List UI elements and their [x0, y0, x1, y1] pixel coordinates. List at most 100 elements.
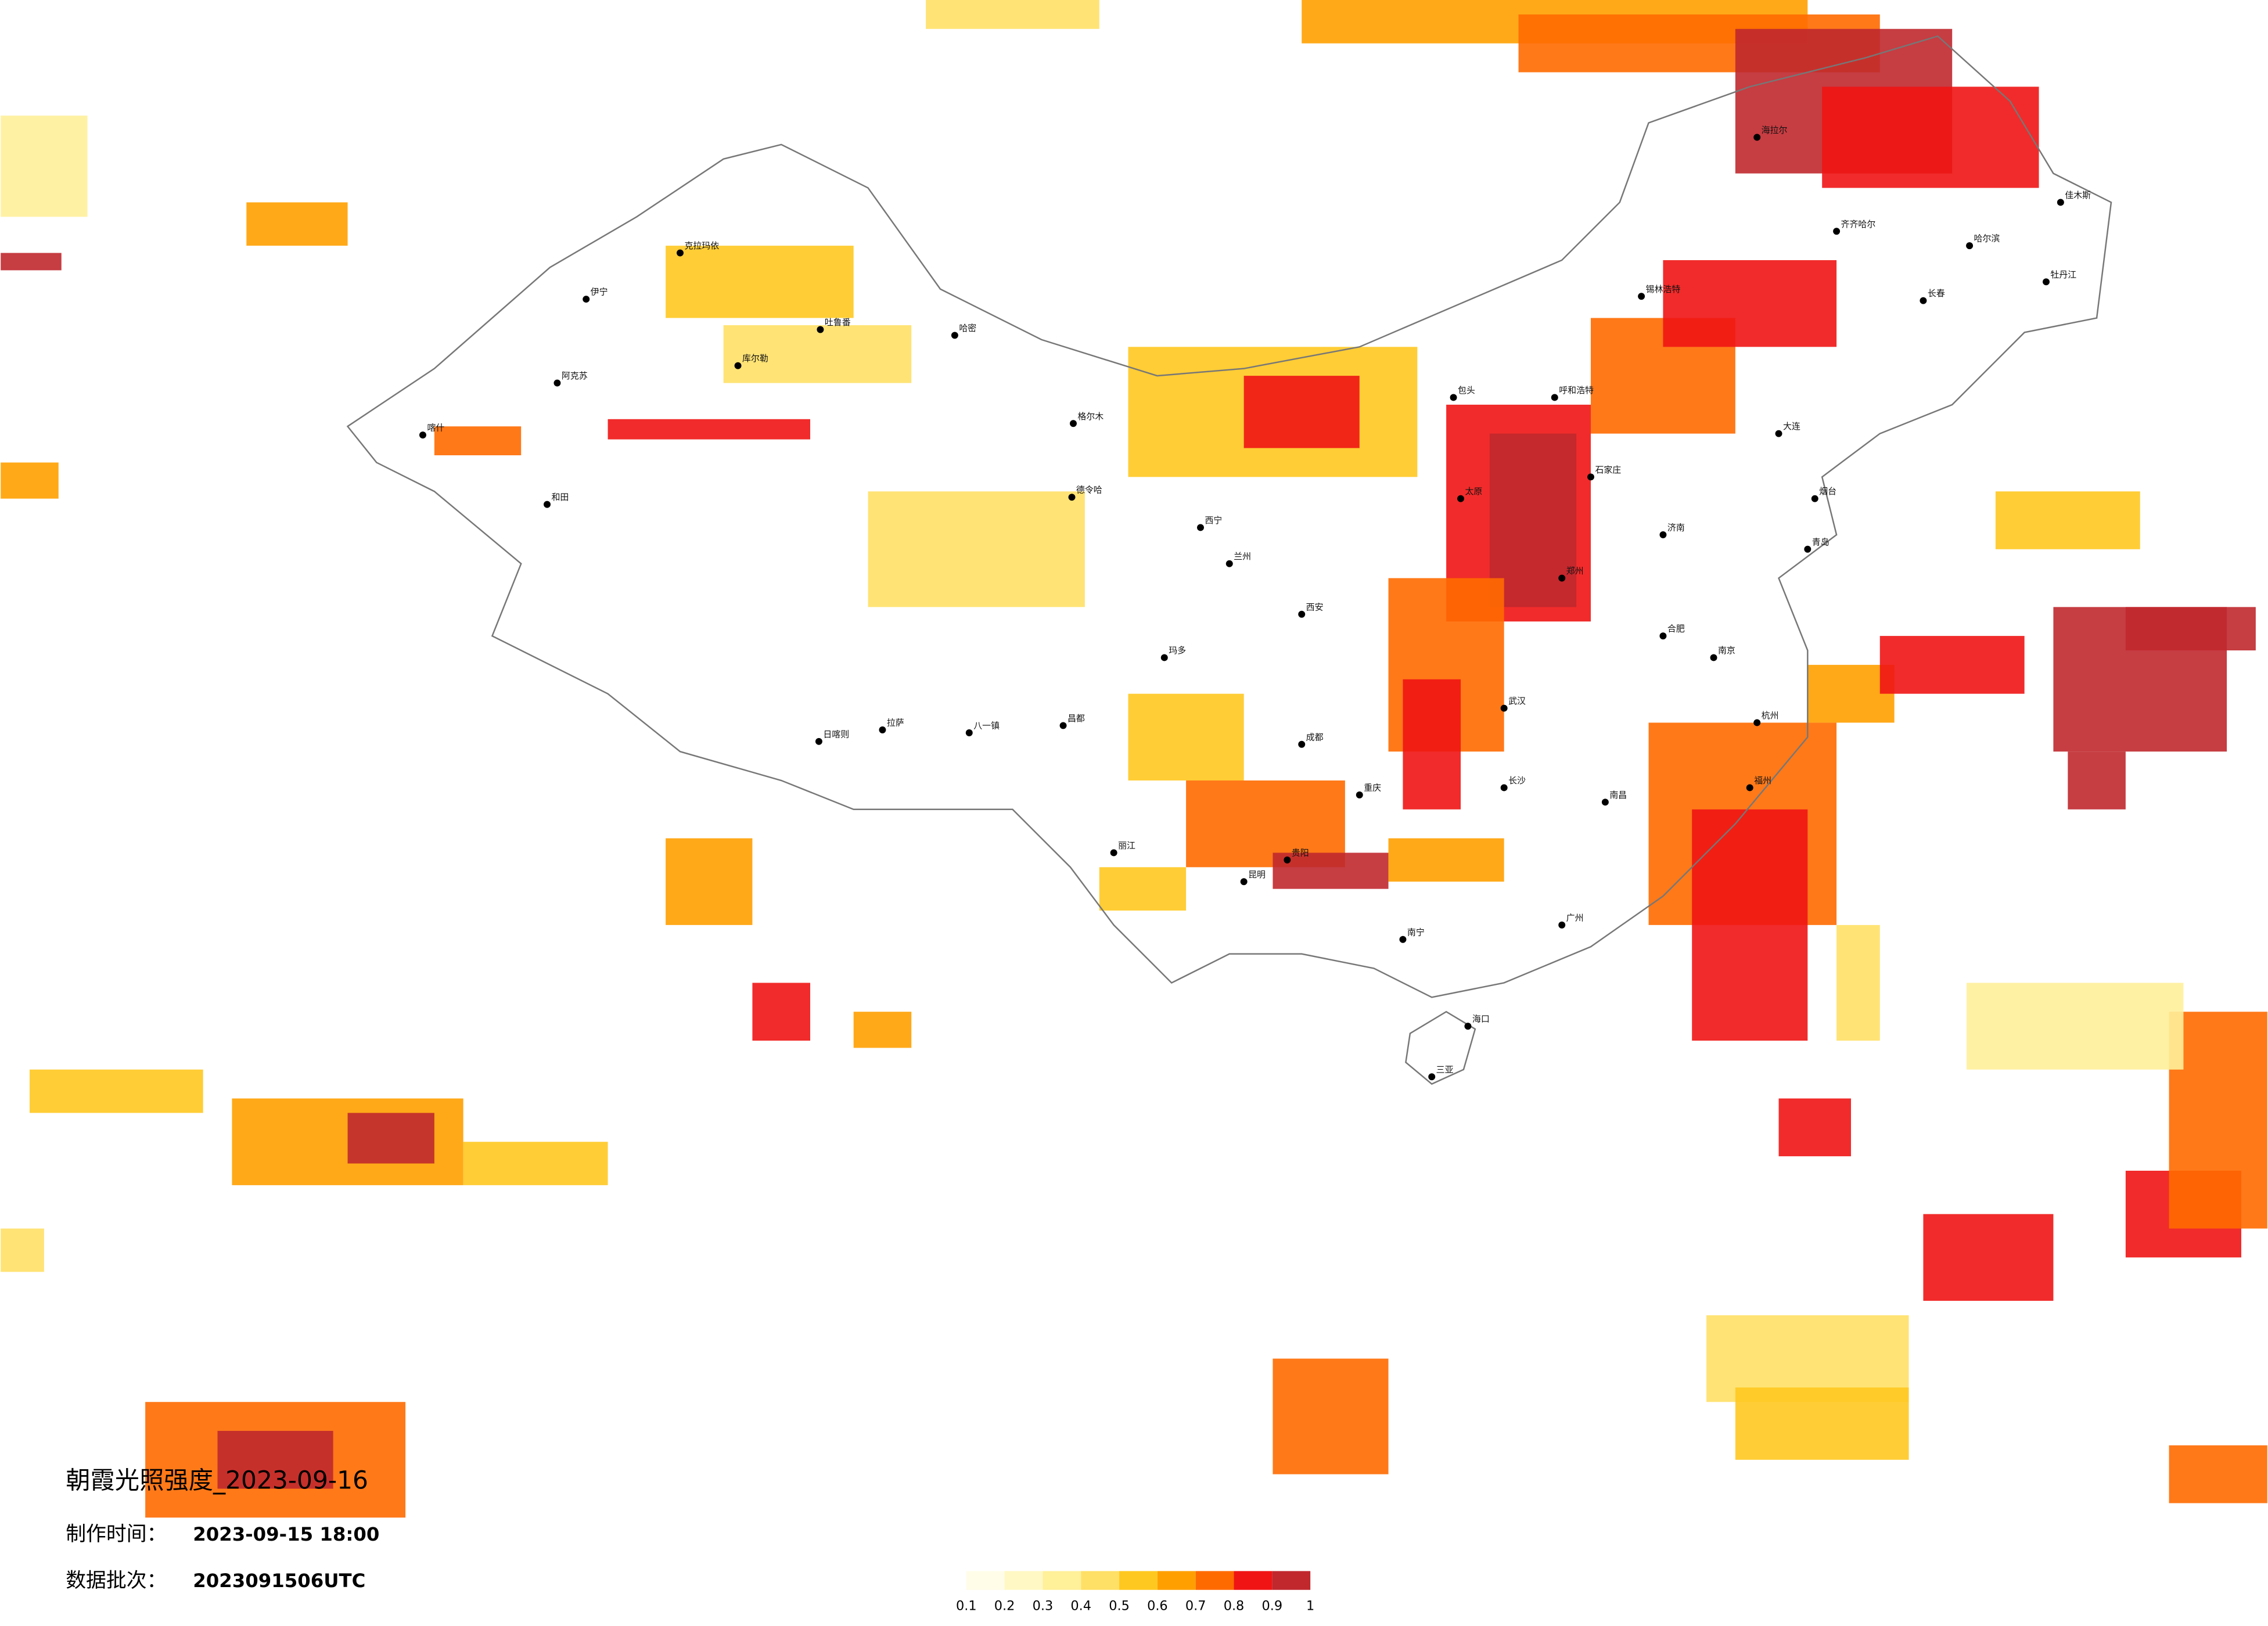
city-label: 兰州	[1234, 551, 1251, 562]
city-label: 哈尔滨	[1974, 233, 2000, 244]
city-dot	[553, 379, 561, 387]
city-dot	[1920, 297, 1927, 304]
city-label: 南昌	[1609, 790, 1627, 800]
city-label: 郑州	[1566, 566, 1584, 576]
city-dot	[1753, 134, 1761, 141]
colorbar-tick-label: 0.2	[994, 1599, 1015, 1614]
city-dot	[2043, 278, 2050, 286]
heat-patch	[1273, 1358, 1389, 1474]
city-dot	[1069, 420, 1077, 427]
city-dot	[1500, 784, 1508, 792]
colorbar-swatch	[1004, 1571, 1043, 1590]
city-dot	[1298, 740, 1306, 748]
city-label: 吐鲁番	[825, 317, 851, 328]
heat-patch	[926, 0, 1099, 29]
country-outline	[346, 35, 2112, 998]
colorbar-tick-label: 0.6	[1147, 1599, 1168, 1614]
city-label: 喀什	[427, 423, 444, 433]
city-label: 昌都	[1067, 713, 1085, 724]
colorbar-swatch	[1272, 1571, 1311, 1590]
city-label: 牡丹江	[2050, 269, 2076, 280]
city-dot	[1450, 394, 1457, 401]
heat-patch	[1388, 838, 1504, 882]
city-label: 长春	[1928, 288, 1945, 298]
city-label: 库尔勒	[742, 353, 768, 364]
map-title: 朝霞光照强度_2023-09-16	[66, 1466, 368, 1495]
city-dot	[1558, 921, 1566, 929]
colorbar-tick-label: 0.3	[1033, 1599, 1054, 1614]
city-dot	[1558, 574, 1566, 582]
city-label: 西宁	[1205, 515, 1222, 526]
city-dot	[1587, 473, 1594, 481]
heat-patch	[1, 253, 62, 271]
city-label: 济南	[1667, 522, 1685, 533]
colorbar-swatch	[1081, 1571, 1120, 1590]
city-label: 贵阳	[1292, 847, 1309, 858]
city-dot	[1775, 430, 1782, 437]
colorbar: 0.1 0.2 0.3 0.4 0.5 0.6 0.7 0.8 0.9 1	[956, 1571, 1314, 1614]
colorbar-swatch	[1043, 1571, 1081, 1590]
city-label: 伊宁	[591, 287, 608, 297]
city-label: 齐齐哈尔	[1841, 219, 1876, 229]
city-dot	[1710, 654, 1717, 661]
colorbar-tick-label: 0.8	[1224, 1599, 1245, 1614]
city-dot	[419, 431, 426, 439]
city-label: 海口	[1472, 1014, 1490, 1024]
colorbar-swatch	[1195, 1571, 1234, 1590]
city-dot	[1811, 495, 1818, 502]
city-label: 八一镇	[973, 720, 1000, 731]
heat-patch	[347, 1113, 434, 1164]
heat-patch	[666, 246, 854, 318]
city-label: 佳木斯	[2065, 190, 2091, 200]
heat-patch	[2169, 1445, 2267, 1503]
city-label: 呼和浩特	[1559, 385, 1594, 395]
heat-patch	[1128, 693, 1244, 780]
city-dot	[1659, 632, 1667, 640]
city-label: 太原	[1465, 486, 1482, 497]
colorbar-tick-label: 0.4	[1070, 1599, 1091, 1614]
heat-patch	[1692, 809, 1808, 1041]
city-label: 烟台	[1819, 486, 1836, 497]
heat-patch	[2169, 1012, 2267, 1229]
city-dot	[817, 326, 824, 333]
city-label: 青岛	[1812, 537, 1830, 547]
heat-patch	[29, 1069, 203, 1113]
colorbar-tick-label: 0.9	[1262, 1599, 1283, 1614]
city-label: 石家庄	[1595, 465, 1621, 475]
city-label: 武汉	[1508, 696, 1526, 706]
colorbar-swatch	[1119, 1571, 1158, 1590]
heat-patch	[1923, 1214, 2054, 1301]
city-dot	[1753, 719, 1761, 726]
city-dot	[1356, 791, 1363, 798]
city-dot	[1399, 936, 1407, 943]
city-dot	[1551, 394, 1558, 401]
city-label: 成都	[1306, 732, 1324, 742]
city-dot	[1197, 524, 1204, 531]
heat-patch	[1, 1228, 44, 1272]
city-dot	[734, 362, 742, 369]
city-label: 日喀则	[823, 729, 849, 739]
city-label: 广州	[1566, 912, 1584, 923]
city-label: 南宁	[1407, 927, 1425, 937]
city-label: 重庆	[1364, 782, 1381, 793]
colorbar-swatch	[966, 1571, 1005, 1590]
city-label: 玛多	[1169, 645, 1186, 656]
city-dot	[1240, 878, 1248, 886]
heat-patch	[1836, 924, 1880, 1041]
city-dot	[1464, 1023, 1472, 1030]
heat-patch	[723, 325, 912, 383]
city-label: 杭州	[1762, 710, 1779, 721]
heat-patch	[1273, 852, 1389, 889]
city-label: 海拉尔	[1762, 125, 1788, 135]
city-label: 南京	[1718, 645, 1735, 656]
city-dot	[815, 738, 822, 745]
colorbar-swatch	[1234, 1571, 1273, 1590]
city-dot	[1659, 531, 1667, 538]
city-dot	[1068, 494, 1076, 501]
city-label: 西安	[1306, 602, 1324, 612]
heat-patch	[1967, 983, 2184, 1070]
city-dot	[1500, 704, 1508, 712]
city-dot	[1833, 228, 1841, 235]
